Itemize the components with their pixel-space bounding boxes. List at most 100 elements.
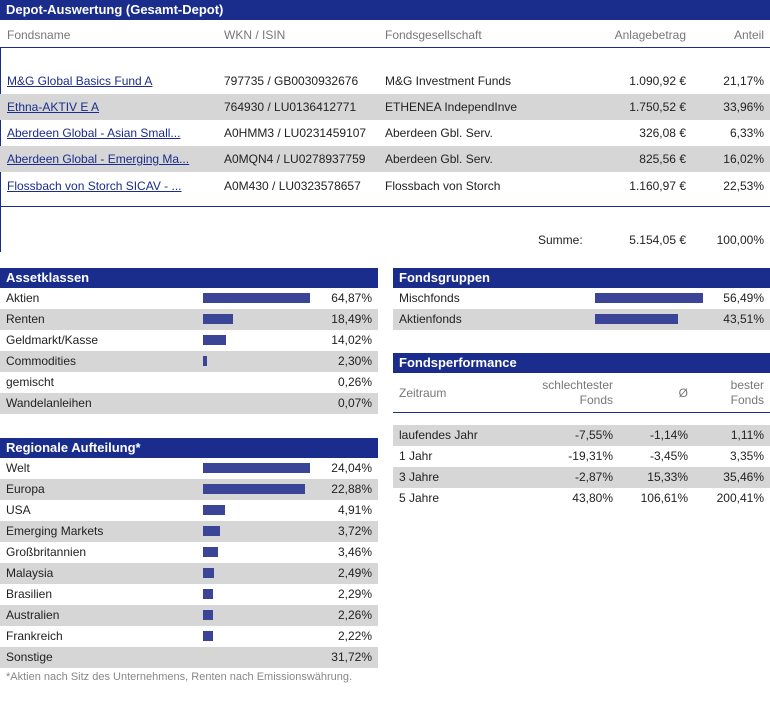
regionale-value: 2,49% (337, 566, 372, 580)
regionale-row: Europa 22,88% (0, 479, 378, 500)
assetklassen-panel: Assetklassen Aktien 64,87% Renten 18,49% Gel… (0, 268, 378, 414)
regionale-value: 3,46% (337, 545, 372, 559)
assetklassen-row: Commodities 2,30% (0, 351, 378, 372)
regionale-label: Europa (6, 482, 45, 496)
regionale-label: Malaysia (6, 566, 54, 580)
performance-spacer (393, 413, 770, 425)
col-best-line1: bester (730, 378, 764, 392)
fund-row: M&G Global Basics Fund A 797735 / GB0030… (0, 68, 770, 94)
performance-column-headers: Zeitraum schlechtester Fonds Ø bester Fo… (393, 373, 770, 413)
assetklassen-row: Geldmarkt/Kasse 14,02% (0, 330, 378, 351)
col-worst-line2: Fonds (579, 393, 613, 407)
assetklassen-value: 64,87% (331, 291, 372, 305)
assetklassen-row: Wandelanleihen 0,07% (0, 393, 378, 414)
fund-gesellschaft: Flossbach von Storch (385, 179, 501, 193)
performance-panel: Fondsperformance Zeitraum schlechtester … (393, 353, 770, 509)
assetklassen-row: Aktien 64,87% (0, 288, 378, 309)
fondsgruppen-value: 56,49% (723, 291, 764, 305)
assetklassen-bar (203, 335, 226, 345)
regionale-bar (203, 484, 305, 494)
fund-betrag: 825,56 € (639, 152, 686, 166)
regionale-value: 2,29% (337, 587, 372, 601)
fund-gesellschaft: Aberdeen Gbl. Serv. (385, 126, 493, 140)
regionale-label: Brasilien (6, 587, 53, 601)
fund-link[interactable]: Aberdeen Global - Emerging Ma... (7, 152, 190, 166)
regionale-row: Brasilien 2,29% (0, 584, 378, 605)
performance-avg: 106,61% (640, 491, 688, 505)
regionale-label: Australien (6, 608, 60, 622)
assetklassen-bar (203, 293, 310, 303)
performance-row: laufendes Jahr -7,55% -1,14% 1,11% (393, 425, 770, 446)
assetklassen-bar (203, 356, 207, 366)
fund-link[interactable]: Flossbach von Storch SICAV - ... (7, 179, 182, 193)
regionale-bar (203, 463, 310, 473)
performance-row: 1 Jahr -19,31% -3,45% 3,35% (393, 446, 770, 467)
assetklassen-label: Renten (6, 312, 45, 326)
regionale-bar (203, 568, 214, 578)
regionale-title: Regionale Aufteilung* (0, 438, 378, 458)
performance-worst: -2,87% (574, 470, 613, 484)
performance-best: 200,41% (716, 491, 764, 505)
performance-best: 3,35% (729, 449, 764, 463)
col-anteil: Anteil (733, 28, 764, 42)
fund-gesellschaft: M&G Investment Funds (385, 74, 512, 88)
performance-row: 5 Jahre 43,80% 106,61% 200,41% (393, 488, 770, 509)
performance-avg: -1,14% (649, 428, 688, 442)
regionale-value: 22,88% (331, 482, 372, 496)
col-best-line2: Fonds (730, 393, 764, 407)
fondsgruppen-row: Mischfonds 56,49% (393, 288, 770, 309)
fund-wkn: A0MQN4 / LU0278937759 (224, 152, 366, 166)
regionale-bar (203, 610, 213, 620)
performance-worst: 43,80% (572, 491, 613, 505)
fondsgruppen-label: Aktienfonds (399, 312, 462, 326)
regionale-value: 31,72% (331, 650, 372, 664)
depot-column-headers: Fondsname WKN / ISIN Fondsgesellschaft A… (0, 22, 770, 48)
fund-link[interactable]: Aberdeen Global - Asian Small... (7, 126, 181, 140)
regionale-label: Welt (6, 461, 30, 475)
regionale-row: Frankreich 2,22% (0, 626, 378, 647)
assetklassen-value: 14,02% (331, 333, 372, 347)
performance-avg: 15,33% (647, 470, 688, 484)
fund-link[interactable]: Ethna-AKTIV E A (7, 100, 100, 114)
fund-link[interactable]: M&G Global Basics Fund A (7, 74, 153, 88)
regionale-row: Sonstige 31,72% (0, 647, 378, 668)
assetklassen-row: gemischt 0,26% (0, 372, 378, 393)
col-zeitraum: Zeitraum (399, 386, 447, 400)
fondsgruppen-bar (595, 314, 678, 324)
depot-bottom-rule (0, 206, 770, 207)
assetklassen-label: Commodities (6, 354, 77, 368)
performance-rows: laufendes Jahr -7,55% -1,14% 1,11% 1 Jahr -19… (393, 425, 770, 509)
regionale-label: Großbritannien (6, 545, 87, 559)
fondsgruppen-title: Fondsgruppen (393, 268, 770, 288)
regionale-value: 2,26% (337, 608, 372, 622)
regionale-bar (203, 589, 213, 599)
fund-wkn: 764930 / LU0136412771 (224, 100, 357, 114)
fund-row: Flossbach von Storch SICAV - ... A0M430 … (0, 173, 770, 199)
fund-anteil: 21,17% (723, 74, 764, 88)
regionale-row: Großbritannien 3,46% (0, 542, 378, 563)
fund-betrag: 1.160,97 € (629, 179, 686, 193)
regionale-value: 24,04% (331, 461, 372, 475)
performance-worst: -7,55% (574, 428, 613, 442)
col-avg: Ø (678, 386, 688, 400)
assetklassen-title: Assetklassen (0, 268, 378, 288)
regionale-value: 2,22% (337, 629, 372, 643)
assetklassen-label: Aktien (6, 291, 40, 305)
fund-gesellschaft: Aberdeen Gbl. Serv. (385, 152, 493, 166)
fund-anteil: 6,33% (729, 126, 764, 140)
regionale-value: 4,91% (337, 503, 372, 517)
regionale-rows: Welt 24,04% Europa 22,88% USA 4,91% Emerging M… (0, 458, 378, 668)
assetklassen-label: gemischt (6, 375, 55, 389)
fund-wkn: A0HMM3 / LU0231459107 (224, 126, 367, 140)
performance-avg: -3,45% (649, 449, 688, 463)
regionale-bar (203, 505, 225, 515)
regionale-label: Frankreich (6, 629, 63, 643)
fund-anteil: 22,53% (723, 179, 764, 193)
col-wkn: WKN / ISIN (224, 28, 286, 42)
fund-row: Aberdeen Global - Emerging Ma... A0MQN4 … (0, 146, 770, 172)
assetklassen-value: 0,07% (337, 396, 372, 410)
fondsgruppen-bar (595, 293, 703, 303)
fund-anteil: 33,96% (723, 100, 764, 114)
col-worst-line1: schlechtester (542, 378, 613, 392)
assetklassen-value: 0,26% (337, 375, 372, 389)
